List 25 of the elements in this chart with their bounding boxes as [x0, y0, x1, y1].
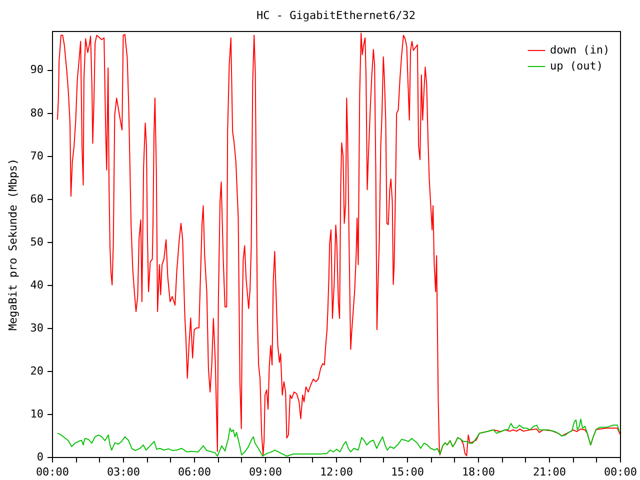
y-tick-label: 60 — [30, 192, 44, 206]
legend-label: up (out) — [550, 60, 603, 72]
x-tick-label: 12:00 — [320, 466, 354, 478]
y-tick-label: 50 — [30, 235, 44, 248]
y-axis-title: MegaBit pro Sekunde (Mbps) — [6, 158, 20, 331]
y-tick-label: 10 — [30, 407, 44, 420]
y-tick-label: 40 — [30, 278, 44, 292]
x-tick-label: 00:00 — [36, 466, 70, 478]
y-tick-label: 80 — [30, 106, 44, 120]
x-tick-label: 09:00 — [248, 466, 282, 478]
x-tick-label: 00:00 — [604, 466, 638, 478]
chart-title: HC - GigabitEthernet6/32 — [256, 9, 416, 22]
y-tick-label: 0 — [36, 450, 44, 464]
x-tick-label: 18:00 — [462, 466, 496, 478]
y-tick-label: 30 — [30, 321, 44, 334]
y-tick-label: 90 — [30, 63, 44, 76]
y-tick-label: 20 — [30, 364, 44, 378]
x-tick-label: 06:00 — [178, 466, 212, 478]
x-tick-label: 03:00 — [106, 466, 140, 478]
line-series — [56, 418, 620, 457]
x-tick-label: 15:00 — [390, 466, 424, 478]
legend-label: down (in) — [550, 44, 610, 56]
y-tick-label: 70 — [30, 149, 44, 162]
line-series — [56, 32, 620, 456]
x-tick-label: 21:00 — [532, 466, 566, 478]
